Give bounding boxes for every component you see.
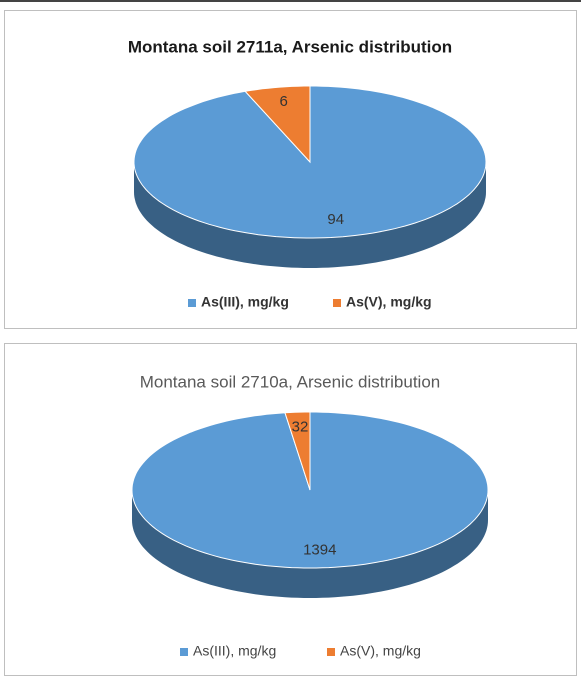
slice-side bbox=[132, 490, 488, 598]
legend-label: As(III), mg/kg bbox=[201, 294, 289, 310]
legend-label: As(III), mg/kg bbox=[193, 643, 276, 659]
legend-label: As(V), mg/kg bbox=[346, 294, 432, 310]
slice bbox=[244, 85, 311, 164]
panel bbox=[4, 343, 577, 676]
value-label: 6 bbox=[279, 93, 287, 110]
legend-swatch bbox=[180, 648, 188, 656]
chart-title: Montana soil 2711a, Arsenic distribution bbox=[128, 37, 452, 56]
value-label: 1394 bbox=[303, 542, 336, 559]
slice bbox=[284, 411, 311, 491]
legend-swatch bbox=[327, 648, 335, 656]
slice-side bbox=[134, 162, 486, 268]
legend-label: As(V), mg/kg bbox=[340, 643, 421, 659]
value-label: 94 bbox=[327, 211, 344, 228]
legend-swatch bbox=[188, 299, 196, 307]
panel bbox=[4, 10, 577, 329]
legend-swatch bbox=[333, 299, 341, 307]
value-label: 32 bbox=[292, 419, 309, 436]
chart-title: Montana soil 2710a, Arsenic distribution bbox=[140, 372, 441, 391]
